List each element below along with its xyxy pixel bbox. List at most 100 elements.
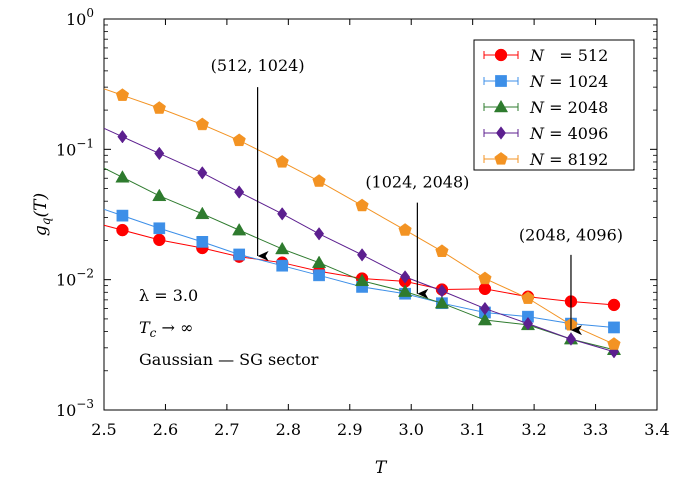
data-point [115, 88, 130, 101]
data-point [275, 155, 289, 168]
series-line [103, 167, 615, 351]
y-tick-label: 10−1 [56, 136, 94, 159]
annotation: (2048, 4096) [519, 225, 623, 336]
data-point [565, 332, 577, 346]
data-point [311, 255, 327, 268]
legend-label: N = 1024 [529, 72, 608, 91]
x-tick-label: 3.1 [460, 420, 485, 439]
data-point [522, 316, 534, 331]
x-tick-label: 3.4 [644, 420, 669, 439]
data-point [195, 206, 210, 220]
data-point [232, 222, 247, 236]
data-point [152, 101, 166, 114]
series-layer [103, 88, 622, 359]
data-point [153, 233, 166, 247]
data-point [478, 282, 492, 296]
data-point [197, 166, 208, 180]
data-point [478, 271, 492, 285]
y-axis: 100 10−1 10−2 10−3 [56, 6, 657, 420]
y-tick-label: 10−2 [56, 267, 94, 290]
y-axis-label: gq(T) [31, 193, 53, 236]
annotation: (512, 1024) [211, 56, 305, 261]
data-point [276, 259, 289, 272]
data-point [115, 170, 130, 183]
data-point [117, 129, 128, 144]
y-axis-label-text: gq(T) [31, 193, 53, 236]
legend-entry: N = 2048 [483, 98, 608, 117]
series-n-8192 [103, 88, 621, 350]
x-axis-label: T [375, 458, 388, 478]
legend-label: N = 8192 [529, 150, 608, 169]
y-tick-label: 10−3 [56, 397, 94, 420]
data-point [400, 270, 411, 284]
data-point [116, 209, 129, 222]
annotation: (1024, 2048) [365, 172, 469, 299]
x-axis: 2.5 2.6 2.7 2.8 2.9 3.0 3.1 3.2 3.3 3.4 [91, 19, 670, 439]
data-point [233, 248, 246, 261]
annotation-label: (2048, 4096) [519, 225, 623, 244]
plot-frame [103, 18, 658, 411]
legend-marker [495, 75, 507, 87]
data-point [313, 269, 325, 282]
data-point [434, 296, 450, 309]
series-line [103, 88, 615, 345]
info-line: Tc → ∞ [139, 318, 193, 340]
data-point [477, 312, 493, 326]
data-point [153, 222, 166, 235]
data-point [314, 227, 325, 241]
annotation-label: (1024, 2048) [365, 172, 469, 191]
data-point [277, 207, 288, 221]
data-point [357, 248, 368, 262]
x-tick-label: 2.8 [276, 420, 301, 439]
legend-label: N = 2048 [529, 98, 608, 117]
legend-entry: N = 4096 [483, 124, 608, 143]
data-point [398, 223, 412, 236]
legend-entry: N = 1024 [483, 72, 608, 91]
data-point [607, 298, 621, 312]
plot-area [103, 18, 658, 411]
data-point [152, 188, 167, 202]
data-point [354, 273, 370, 287]
data-point [232, 133, 246, 147]
data-point [397, 284, 413, 297]
data-point [195, 117, 209, 131]
legend-marker [494, 152, 508, 165]
data-point [234, 185, 245, 199]
data-point [607, 337, 621, 350]
x-tick-label: 2.9 [337, 420, 362, 439]
data-point [312, 174, 326, 187]
legend-entry: N = 8192 [483, 150, 608, 169]
data-point [275, 241, 290, 255]
legend-label: N = 512 [529, 46, 608, 65]
data-point [355, 198, 369, 212]
data-point [435, 244, 449, 257]
series-line [103, 127, 615, 353]
x-tick-label: 3.0 [398, 420, 423, 439]
legend-label: N = 4096 [529, 124, 608, 143]
data-point [479, 301, 490, 316]
legend: N = 512 N = 1024 N = 2048 N = 4096 N = 8192 [473, 39, 635, 171]
legend-marker [494, 48, 508, 62]
data-point [116, 223, 129, 237]
info-line: λ = 3.0 [139, 286, 198, 305]
x-tick-label: 2.6 [153, 420, 178, 439]
data-point [436, 284, 447, 298]
legend-entry: N = 512 [483, 46, 608, 65]
legend-marker [495, 126, 507, 140]
info-line: Gaussian — SG sector [139, 350, 319, 369]
x-tick-label: 2.5 [91, 420, 116, 439]
y-tick-label: 100 [66, 6, 94, 29]
data-point [521, 291, 535, 304]
annotation-label: (512, 1024) [211, 56, 305, 75]
data-point [608, 321, 620, 334]
data-point [154, 146, 165, 161]
annotation-layer: (512, 1024) (1024, 2048) (2048, 4096) [211, 56, 623, 336]
x-tick-label: 3.2 [521, 420, 546, 439]
legend-marker [493, 99, 509, 113]
info-layer: λ = 3.0 Tc → ∞ Gaussian — SG sector [139, 286, 319, 369]
x-tick-label: 3.3 [583, 420, 608, 439]
series-line [103, 208, 615, 328]
data-point [196, 236, 209, 248]
x-tick-label: 2.7 [214, 420, 239, 439]
